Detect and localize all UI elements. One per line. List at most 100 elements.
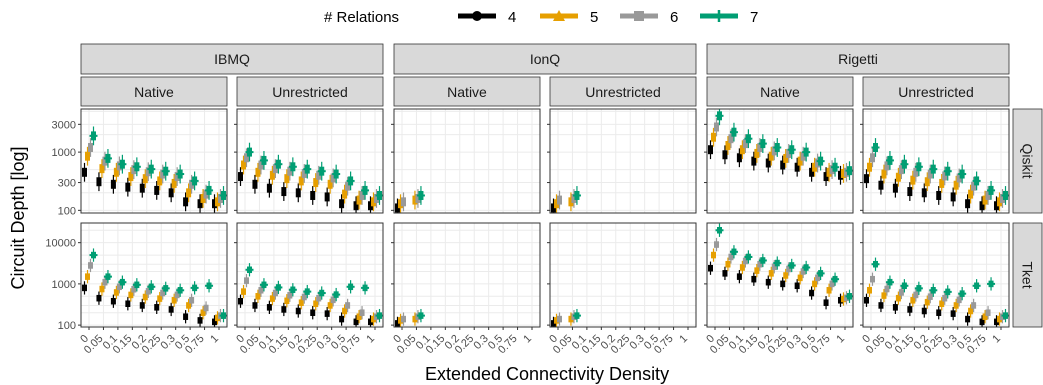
box-body: [979, 201, 985, 211]
box-body: [815, 274, 821, 282]
box-series-4-cat-0: [707, 261, 713, 275]
box-series-6-cat-0: [713, 117, 719, 137]
box-series-5-cat-0.15: [128, 288, 134, 302]
box-body: [284, 174, 290, 184]
box-body: [139, 302, 145, 309]
box-series-4-cat-0.05: [722, 145, 728, 165]
box-series-7-cat-0.5: [190, 171, 199, 191]
strip-row-qiskit: [1012, 108, 1043, 214]
box-series-5-cat-0.1: [739, 140, 745, 160]
box-body: [910, 175, 916, 185]
box-body: [330, 296, 336, 304]
box-body: [921, 188, 927, 198]
box-body: [295, 188, 301, 198]
box-series-4-cat-0.75: [979, 315, 985, 327]
legend-marker: [713, 10, 725, 22]
y-tick-label: 100: [58, 205, 76, 217]
legend-entry-6: 6: [620, 9, 678, 26]
box-series-4-cat-0: [707, 140, 713, 160]
box-series-5-cat-0.05: [255, 162, 261, 182]
box-body: [950, 310, 956, 317]
box-body: [866, 162, 872, 172]
box-series-7-cat-1: [1001, 186, 1010, 205]
box-series-7-cat-0.75: [987, 181, 996, 200]
box-body: [710, 132, 716, 142]
box-series-7-cat-0.15: [758, 134, 767, 153]
box-body: [895, 172, 901, 182]
box-series-7-cat-0.05: [416, 308, 425, 323]
box-series-7-cat-0.5: [346, 171, 355, 191]
box-series-4-cat-0.25: [780, 277, 786, 291]
box-series-7-cat-0: [871, 138, 880, 157]
box-body: [907, 187, 913, 197]
box-series-7-cat-0.75: [987, 277, 996, 291]
box-series-4-cat-0: [238, 294, 244, 308]
box-series-7-cat-0.3: [332, 164, 341, 184]
box-series-7-cat-0.05: [885, 275, 894, 289]
box-series-7-cat-0.15: [132, 278, 141, 292]
box-body: [171, 297, 177, 304]
box-body: [189, 297, 195, 304]
box-series-5-cat-0.2: [768, 146, 774, 166]
panel-border: [706, 108, 854, 214]
box-series-4-cat-0.25: [154, 300, 160, 314]
box-series-4-cat-0.15: [907, 302, 913, 317]
box-body: [356, 313, 362, 320]
box-series-7-cat-0.3: [176, 283, 185, 297]
box-series-5-cat-0.25: [313, 297, 319, 311]
box-body: [707, 264, 713, 272]
box-series-4-cat-0: [82, 281, 88, 295]
box-series-4-cat-0.15: [281, 182, 287, 201]
box-body: [783, 153, 789, 163]
strip-row-tket: [1012, 222, 1043, 328]
box-body: [128, 172, 134, 182]
panel-border: [862, 222, 1010, 328]
box-series-6-cat-0: [400, 192, 406, 212]
box-body: [884, 161, 890, 171]
box-series-4-cat-0.25: [936, 186, 942, 205]
box-series-4-cat-0.3: [950, 306, 956, 321]
box-series-5-cat-0: [85, 146, 91, 166]
box-series-7-cat-0.05: [885, 151, 894, 170]
box-series-4-cat-0.25: [310, 306, 316, 320]
box-series-7-cat-1: [219, 186, 228, 205]
box-body: [942, 294, 948, 302]
box-series-7-cat-0.5: [972, 279, 981, 293]
box-body: [324, 192, 330, 202]
box-body: [751, 156, 757, 166]
box-body: [99, 164, 105, 174]
box-body: [186, 188, 192, 198]
box-series-4-cat-0.05: [722, 266, 728, 281]
x-tick-label: 1: [677, 333, 690, 346]
box-series-5-cat-0.3: [953, 175, 959, 195]
box-body: [939, 300, 945, 308]
box-series-4-cat-0.2: [921, 183, 927, 203]
x-tick-label: 1: [990, 333, 1003, 346]
box-series-7-cat-0: [715, 223, 724, 237]
box-body: [287, 291, 293, 299]
panel-qiskit-ionq-native: [393, 108, 541, 214]
box-series-5-cat-0.15: [754, 144, 760, 163]
box-body: [780, 280, 786, 288]
box-series-4-cat-0.15: [125, 297, 131, 311]
box-body: [826, 287, 832, 294]
box-series-6-cat-0: [400, 312, 406, 326]
strip-label-unrestricted: Unrestricted: [585, 84, 660, 100]
panel-qiskit-rigetti-native: [706, 108, 854, 214]
box-body: [252, 302, 258, 309]
box-series-7-cat-1: [845, 289, 854, 303]
box-body: [339, 199, 345, 209]
box-body: [742, 257, 748, 265]
x-tick-label: 1: [364, 333, 377, 346]
box-series-6-cat-0.5: [189, 293, 195, 307]
box-body: [197, 317, 203, 324]
box-body: [794, 162, 800, 172]
box-series-7-cat-0.1: [274, 280, 283, 295]
box-series-7-cat-0.05: [729, 122, 738, 142]
y-tick-label: 100: [58, 320, 76, 332]
box-series-5-cat-0.75: [200, 306, 206, 320]
box-body: [356, 195, 362, 205]
box-series-7-cat-0.25: [161, 161, 170, 181]
box-series-5-cat-0.05: [99, 159, 105, 179]
